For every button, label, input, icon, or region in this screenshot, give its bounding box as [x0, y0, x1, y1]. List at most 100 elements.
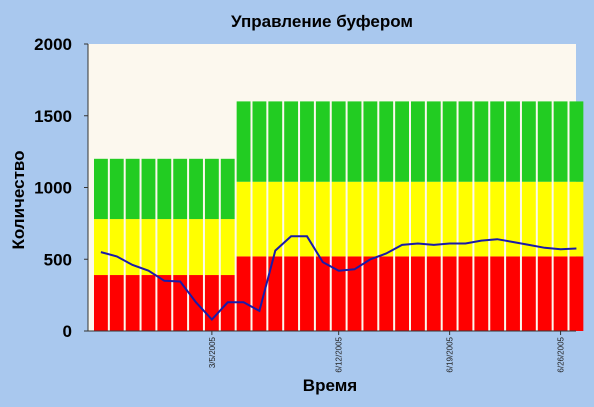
y-tick-label: 1000: [34, 179, 72, 198]
bar-yellow-segment: [220, 219, 235, 276]
bar-yellow-segment: [426, 181, 441, 257]
bar-green-segment: [157, 158, 172, 220]
bar-red-segment: [94, 275, 108, 331]
y-axis-title: Количество: [9, 150, 28, 249]
bar-green-segment: [109, 158, 124, 220]
bar-red-segment: [521, 256, 536, 331]
x-tick-label: 3/5/2005: [208, 336, 217, 368]
bar-green-segment: [411, 101, 425, 182]
bar-yellow-segment: [395, 181, 409, 257]
bar-yellow-segment: [315, 181, 330, 257]
bar-red-segment: [395, 256, 409, 331]
bar-green-segment: [363, 101, 378, 182]
bar-red-segment: [109, 275, 124, 331]
bar-green-segment: [236, 101, 251, 182]
bar-red-segment: [125, 275, 140, 331]
bar-yellow-segment: [300, 181, 314, 257]
bar-yellow-segment: [94, 219, 108, 276]
bar-red-segment: [268, 256, 283, 331]
bar-red-segment: [347, 256, 362, 331]
y-tick-label: 2000: [34, 35, 72, 54]
axes-group: [84, 43, 576, 335]
bar-green-segment: [204, 158, 219, 220]
quantity-line: [100, 235, 577, 321]
bar-green-segment: [474, 101, 489, 182]
bar-green-segment: [490, 101, 505, 182]
bar-red-segment: [506, 256, 520, 331]
bar-red-segment: [173, 275, 188, 331]
bar-red-segment: [411, 256, 425, 331]
bar-red-segment: [300, 256, 314, 331]
x-tick-labels: 3/5/2005 6/12/2005 6/19/2005 6/26/2005: [208, 336, 566, 372]
bar-red-segment: [537, 256, 552, 331]
bar-green-segment: [300, 101, 314, 182]
bar-yellow-segment: [537, 181, 552, 257]
bars-group: [94, 101, 584, 331]
bar-green-segment: [347, 101, 362, 182]
bar-yellow-segment: [252, 181, 267, 257]
bar-green-segment: [94, 158, 108, 220]
y-tick-label: 500: [44, 250, 72, 269]
bar-yellow-segment: [379, 181, 394, 257]
x-tick-label: 6/12/2005: [335, 336, 344, 372]
bar-red-segment: [284, 256, 299, 331]
x-axis-title: Время: [303, 376, 357, 395]
bar-yellow-segment: [125, 219, 140, 276]
bar-yellow-segment: [204, 219, 219, 276]
bar-red-segment: [204, 275, 219, 331]
bar-red-segment: [363, 256, 378, 331]
bar-green-segment: [189, 158, 203, 220]
x-tick-label: 6/19/2005: [446, 336, 455, 372]
bar-green-segment: [442, 101, 457, 182]
bar-yellow-segment: [141, 219, 156, 276]
bar-yellow-segment: [347, 181, 362, 257]
bar-yellow-segment: [173, 219, 188, 276]
bar-red-segment: [569, 256, 584, 331]
bar-yellow-segment: [521, 181, 536, 257]
bar-yellow-segment: [109, 219, 124, 276]
bar-yellow-segment: [363, 181, 378, 257]
bar-red-segment: [252, 256, 267, 331]
bar-green-segment: [553, 101, 568, 182]
bar-yellow-segment: [442, 181, 457, 257]
bar-yellow-segment: [236, 181, 251, 257]
bar-green-segment: [315, 101, 330, 182]
bar-yellow-segment: [268, 181, 283, 257]
bar-yellow-segment: [157, 219, 172, 276]
bar-yellow-segment: [553, 181, 568, 257]
bar-green-segment: [569, 101, 584, 182]
bar-green-segment: [268, 101, 283, 182]
bar-green-segment: [458, 101, 473, 182]
x-tick-label: 6/26/2005: [557, 336, 566, 372]
bar-green-segment: [141, 158, 156, 220]
bar-red-segment: [458, 256, 473, 331]
bar-red-segment: [474, 256, 489, 331]
bar-green-segment: [379, 101, 394, 182]
bar-green-segment: [331, 101, 346, 182]
bar-yellow-segment: [331, 181, 346, 257]
bar-red-segment: [553, 256, 568, 331]
bar-green-segment: [173, 158, 188, 220]
bar-red-segment: [331, 256, 346, 331]
bar-yellow-segment: [284, 181, 299, 257]
bar-red-segment: [141, 275, 156, 331]
bar-green-segment: [521, 101, 536, 182]
y-tick-label: 1500: [34, 107, 72, 126]
bar-red-segment: [490, 256, 505, 331]
bar-yellow-segment: [458, 181, 473, 257]
bar-yellow-segment: [506, 181, 520, 257]
chart-title: Управление буфером: [231, 12, 413, 31]
bar-red-segment: [236, 256, 251, 331]
bar-yellow-segment: [569, 181, 584, 257]
bar-red-segment: [426, 256, 441, 331]
bar-yellow-segment: [189, 219, 203, 276]
bar-green-segment: [537, 101, 552, 182]
bar-yellow-segment: [411, 181, 425, 257]
bar-red-segment: [157, 275, 172, 331]
bar-green-segment: [252, 101, 267, 182]
bar-red-segment: [379, 256, 394, 331]
bar-yellow-segment: [474, 181, 489, 257]
bar-green-segment: [506, 101, 520, 182]
y-tick-labels: 0 500 1000 1500 2000: [34, 35, 72, 341]
